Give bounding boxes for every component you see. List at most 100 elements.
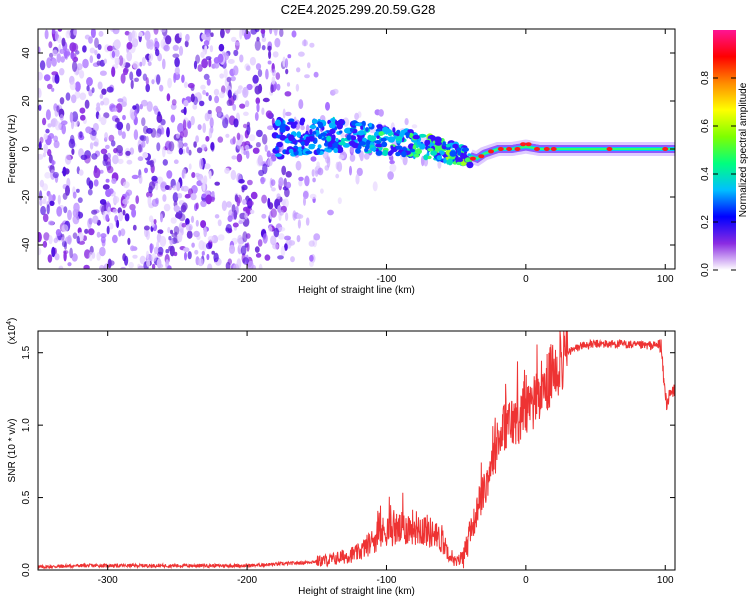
heatmap-cell (99, 70, 107, 76)
heatmap-cell (175, 213, 182, 219)
heatmap-cell (242, 257, 250, 265)
heatmap-cell (187, 121, 192, 129)
heatmap-cell (351, 142, 360, 149)
heatmap-cell (166, 170, 173, 179)
heatmap-cell (279, 126, 286, 133)
heatmap-cell (92, 122, 99, 132)
heatmap-cell (173, 72, 177, 84)
heatmap-cell (73, 202, 80, 213)
heatmap-cell (288, 148, 294, 154)
colorbar-tick-label: 0.8 (700, 71, 711, 85)
heatmap-cell (88, 180, 94, 190)
heatmap-cell (238, 179, 245, 184)
heatmap-cell (49, 52, 54, 58)
heatmap-cell (67, 234, 72, 245)
heatmap-cell (309, 42, 315, 48)
heatmap-cell (76, 188, 80, 193)
heatmap-cell (178, 32, 183, 38)
heatmap-cell (210, 196, 215, 203)
heatmap-cell (59, 97, 65, 105)
heatmap-cell (141, 56, 146, 67)
heatmap-cell (312, 131, 317, 135)
heatmap-cell (101, 239, 106, 247)
heatmap-cell (167, 226, 171, 234)
heatmap-cell (332, 141, 340, 148)
heatmap-cell (52, 49, 58, 57)
heatmap-cell (94, 37, 99, 49)
heatmap-cell (389, 163, 397, 173)
heatmap-cell (221, 85, 226, 94)
heatmap-cell (180, 185, 184, 191)
heatmap-cell (69, 81, 77, 91)
heatmap-cell (466, 161, 474, 169)
heatmap-cell (96, 231, 101, 238)
heatmap-cell (102, 158, 108, 167)
heatmap-cell (177, 232, 183, 243)
heatmap-cell (257, 83, 263, 94)
heatmap-cell (317, 144, 322, 149)
heatmap-cell (111, 66, 116, 78)
x-tick-label: -100 (376, 575, 396, 586)
heatmap-cell (42, 117, 47, 126)
heatmap-cell (279, 134, 287, 141)
heatmap-cell (355, 147, 361, 154)
heatmap-cell (236, 153, 243, 163)
heatmap-cell (405, 132, 410, 139)
heatmap-cell (311, 169, 315, 177)
heatmap-cell (228, 244, 236, 254)
heatmap-cell (195, 202, 199, 210)
heatmap-cell (357, 144, 362, 150)
heatmap-cell (156, 74, 161, 85)
heatmap-cell (162, 146, 166, 158)
heatmap-cell (275, 153, 282, 157)
y-tick-label: -40 (21, 237, 32, 252)
heatmap-cell (300, 141, 305, 147)
heatmap-cell (43, 143, 49, 154)
heatmap-cell (412, 134, 420, 140)
heatmap-cell (234, 41, 241, 46)
ridge-peak (543, 147, 550, 151)
heatmap-cell (297, 219, 301, 229)
heatmap-cell (79, 107, 86, 114)
heatmap-cell (91, 209, 98, 215)
heatmap-cell (162, 58, 166, 70)
heatmap-cell (132, 254, 138, 259)
heatmap-cell (247, 200, 254, 207)
heatmap-cell (132, 61, 140, 69)
heatmap-cell (166, 93, 171, 102)
heatmap-cell (61, 37, 66, 47)
heatmap-cell (239, 103, 246, 109)
heatmap-cell (317, 134, 323, 140)
heatmap-cell (112, 29, 120, 35)
heatmap-cell (194, 92, 200, 98)
heatmap-cell (349, 128, 354, 132)
heatmap-cell (127, 237, 131, 245)
heatmap-cell (144, 167, 148, 174)
heatmap-cell (58, 68, 65, 76)
heatmap-cell (286, 82, 291, 87)
heatmap-cell (355, 122, 363, 127)
heatmap-cell (226, 99, 233, 107)
heatmap-cell (269, 29, 273, 35)
heatmap-cell (124, 213, 130, 222)
heatmap-cell (177, 140, 183, 150)
ridge-peak (488, 149, 494, 154)
heatmap-cell (230, 76, 236, 82)
heatmap-cell (99, 264, 105, 269)
heatmap-cell (221, 200, 227, 212)
heatmap-cell (320, 132, 327, 137)
heatmap-cell (91, 153, 98, 160)
heatmap-cell (225, 261, 231, 269)
heatmap-cell (426, 139, 431, 145)
heatmap-cell (39, 60, 46, 71)
heatmap-cell (187, 251, 192, 260)
heatmap-cell (65, 92, 71, 101)
heatmap-cell (76, 235, 80, 244)
heatmap-cell (160, 119, 166, 126)
heatmap-cell (304, 175, 310, 187)
heatmap-cell (404, 118, 409, 126)
heatmap-cell (40, 205, 46, 216)
heatmap-cell (172, 192, 179, 203)
heatmap-cell (141, 99, 148, 107)
heatmap-cell (42, 240, 48, 248)
